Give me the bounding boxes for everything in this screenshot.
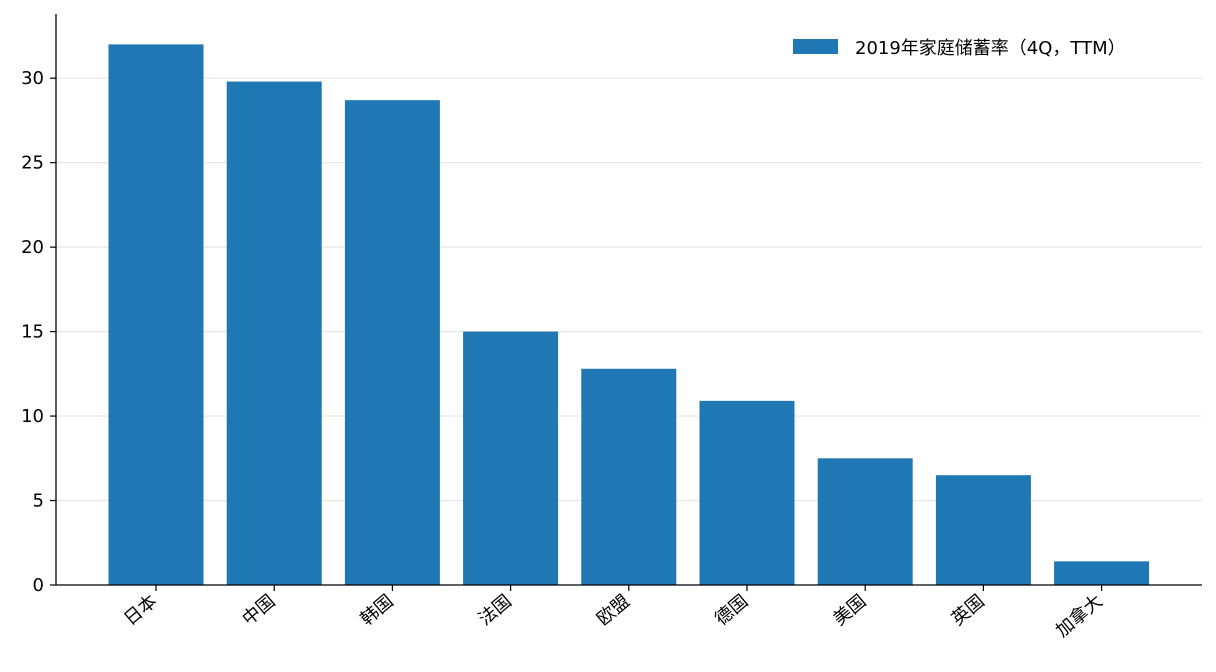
y-tick-label: 5 <box>33 491 44 512</box>
bars <box>108 44 1150 586</box>
bar <box>817 458 913 585</box>
bar <box>344 100 440 586</box>
x-ticks: 日本 中国 韩国 法国 欧盟 德国 美国 英国 加拿大 <box>120 585 1107 642</box>
y-ticks: 0 5 10 15 20 25 30 <box>21 68 56 596</box>
x-tick-label: 中国 <box>238 591 279 630</box>
legend: 2019年家庭储蓄率（4Q，TTM） <box>793 38 1126 59</box>
bar <box>699 400 795 585</box>
y-tick-label: 0 <box>33 575 44 596</box>
bar <box>935 475 1031 585</box>
bar <box>581 368 677 585</box>
x-tick-label: 日本 <box>120 591 161 630</box>
x-tick-label: 法国 <box>475 591 516 630</box>
x-tick-label: 英国 <box>948 591 989 630</box>
bar <box>463 331 559 585</box>
x-tick-label: 韩国 <box>357 591 398 630</box>
y-tick-label: 15 <box>21 322 44 343</box>
x-tick-label: 加拿大 <box>1051 590 1107 642</box>
y-tick-label: 25 <box>21 153 44 174</box>
bar <box>226 81 322 585</box>
legend-label: 2019年家庭储蓄率（4Q，TTM） <box>855 38 1126 59</box>
y-tick-label: 20 <box>21 237 44 258</box>
x-tick-label: 美国 <box>829 591 870 630</box>
y-tick-label: 30 <box>21 68 44 89</box>
x-tick-label: 德国 <box>711 591 752 630</box>
y-tick-label: 10 <box>21 406 44 427</box>
bar <box>108 44 204 586</box>
x-tick-label: 欧盟 <box>593 591 634 630</box>
legend-swatch <box>793 39 838 54</box>
bar <box>1054 561 1150 585</box>
